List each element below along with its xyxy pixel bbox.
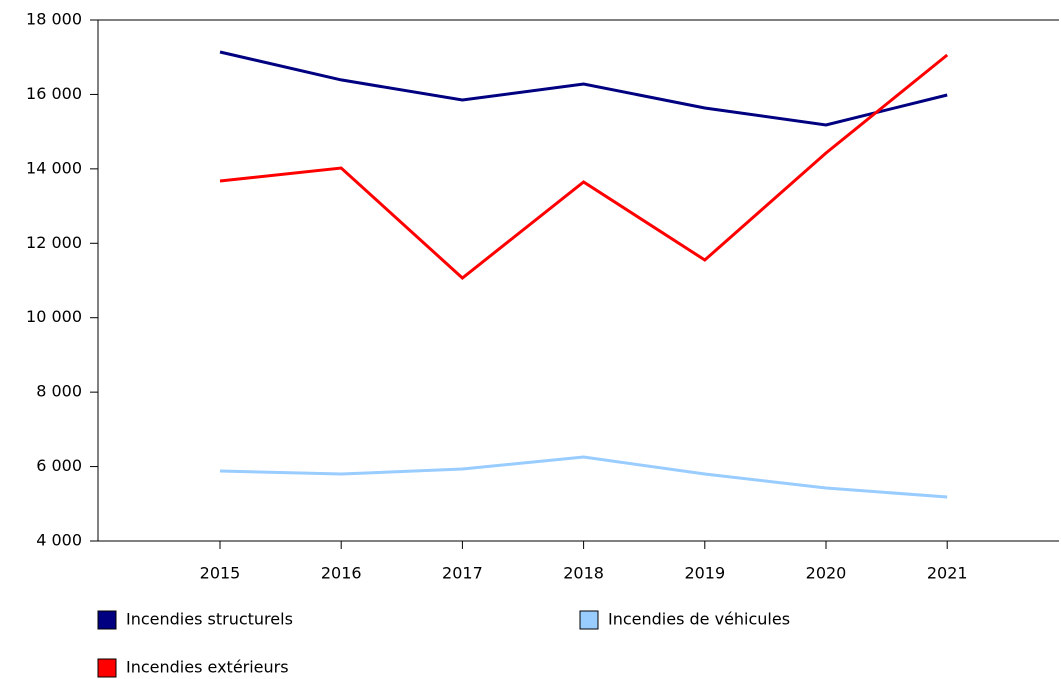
x-tick-label: 2016 — [321, 564, 362, 583]
y-tick-label: 18 000 — [26, 10, 82, 29]
y-tick-label: 16 000 — [26, 84, 82, 103]
series-line — [219, 455, 948, 499]
x-tick-label: 2017 — [442, 564, 483, 583]
x-tick-label: 2019 — [684, 564, 725, 583]
y-tick-label: 10 000 — [26, 307, 82, 326]
y-tick-label: 12 000 — [26, 233, 82, 252]
y-tick-label: 14 000 — [26, 158, 82, 177]
y-tick-label: 4 000 — [36, 531, 82, 550]
legend-swatch — [97, 610, 117, 630]
legend-label: Incendies extérieurs — [126, 658, 289, 677]
y-tick-label: 8 000 — [36, 382, 82, 401]
legend-label: Incendies de véhicules — [608, 610, 790, 629]
series-line — [219, 50, 948, 127]
x-tick-label: 2020 — [806, 564, 847, 583]
legend-swatch — [97, 658, 117, 678]
x-tick-label: 2018 — [563, 564, 604, 583]
legend-swatch — [579, 610, 599, 630]
series-line — [219, 53, 949, 280]
legend-label: Incendies structurels — [126, 610, 293, 629]
x-tick-label: 2021 — [927, 564, 968, 583]
y-tick-label: 6 000 — [36, 456, 82, 475]
x-tick-label: 2015 — [200, 564, 241, 583]
